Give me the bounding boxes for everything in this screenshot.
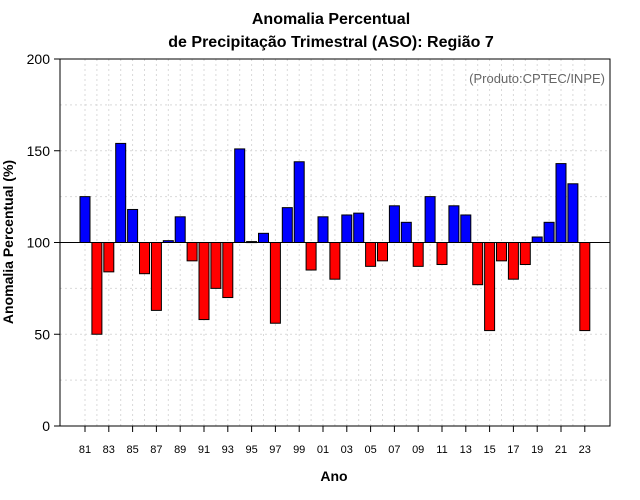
bar-07 <box>388 205 400 244</box>
grid-lines <box>60 59 610 426</box>
x-tick-label: 19 <box>531 444 543 456</box>
x-tick-label: 01 <box>317 444 329 456</box>
bar-15 <box>484 242 496 332</box>
credit-text: (Produto:CPTEC/INPE) <box>469 71 605 86</box>
bar-93 <box>222 242 234 299</box>
bar-19 <box>531 236 543 243</box>
x-tick-label: 13 <box>460 444 472 456</box>
bar-10 <box>424 196 436 243</box>
bar-85 <box>127 208 139 243</box>
bar-98 <box>281 207 293 243</box>
bar-00 <box>305 242 317 271</box>
x-tick-label: 97 <box>269 444 281 456</box>
bar-82 <box>91 242 103 335</box>
bar-17 <box>507 242 519 280</box>
x-axis-label: Ano <box>320 468 347 484</box>
bar-94 <box>234 148 246 243</box>
chart-title-line2: de Precipitação Trimestral (ASO): Região… <box>168 34 494 51</box>
bar-99 <box>293 161 305 243</box>
bar-02 <box>329 242 341 280</box>
bar-81 <box>79 196 91 243</box>
bar-05 <box>365 242 377 267</box>
x-tick-label: 87 <box>150 444 162 456</box>
x-tick-label: 09 <box>412 444 424 456</box>
x-tick-label: 05 <box>364 444 376 456</box>
x-tick-label: 21 <box>555 444 567 456</box>
y-axis-label: Anomalia Percentual (%) <box>0 160 16 324</box>
bar-86 <box>139 242 150 275</box>
bar-20 <box>543 221 555 244</box>
x-axis: 81 83 85 87 89 91 93 95 97 99 01 03 05 07 09 11 13 15 17 19… <box>79 426 591 456</box>
bar-09 <box>412 242 424 267</box>
x-tick-label: 83 <box>103 444 115 456</box>
y-axis: 0 50 100 150 200 <box>27 51 60 434</box>
bar-84 <box>115 142 127 243</box>
bar-14 <box>472 242 484 286</box>
bar-92 <box>210 242 222 289</box>
bar-13 <box>460 214 472 244</box>
bars <box>79 142 591 335</box>
y-tick-label: 0 <box>42 418 50 434</box>
x-tick-label: 07 <box>388 444 400 456</box>
x-tick-label: 23 <box>579 444 591 456</box>
y-tick-label: 200 <box>27 51 51 67</box>
y-tick-label: 150 <box>27 143 51 159</box>
bar-87 <box>150 242 162 311</box>
bar-03 <box>341 214 353 244</box>
bar-06 <box>377 242 388 262</box>
bar-11 <box>436 242 448 266</box>
x-tick-label: 85 <box>126 444 138 456</box>
x-tick-label: 89 <box>174 444 186 456</box>
bar-97 <box>269 242 281 324</box>
x-tick-label: 11 <box>436 444 447 456</box>
bar-90 <box>186 242 198 262</box>
x-tick-label: 15 <box>483 444 495 456</box>
bar-12 <box>448 205 460 244</box>
x-tick-label: 03 <box>341 444 353 456</box>
bar-22 <box>567 183 579 243</box>
bar-08 <box>400 221 412 244</box>
bar-89 <box>174 216 186 243</box>
bar-23 <box>579 242 591 332</box>
x-tick-label: 81 <box>79 444 91 456</box>
bar-21 <box>555 163 567 243</box>
bar-91 <box>198 242 210 321</box>
y-tick-label: 100 <box>27 235 51 251</box>
bar-04 <box>353 212 365 243</box>
x-tick-label: 95 <box>245 444 257 456</box>
chart-title-line1: Anomalia Percentual <box>252 11 410 28</box>
x-tick-label: 17 <box>507 444 519 456</box>
bar-16 <box>496 242 507 262</box>
bar-96 <box>258 232 269 243</box>
x-tick-label: 91 <box>198 444 210 456</box>
y-tick-label: 50 <box>34 326 50 342</box>
bar-01 <box>317 216 329 243</box>
bar-83 <box>103 242 115 273</box>
bar-18 <box>519 242 531 266</box>
x-tick-label: 93 <box>222 444 234 456</box>
x-tick-label: 99 <box>293 444 305 456</box>
